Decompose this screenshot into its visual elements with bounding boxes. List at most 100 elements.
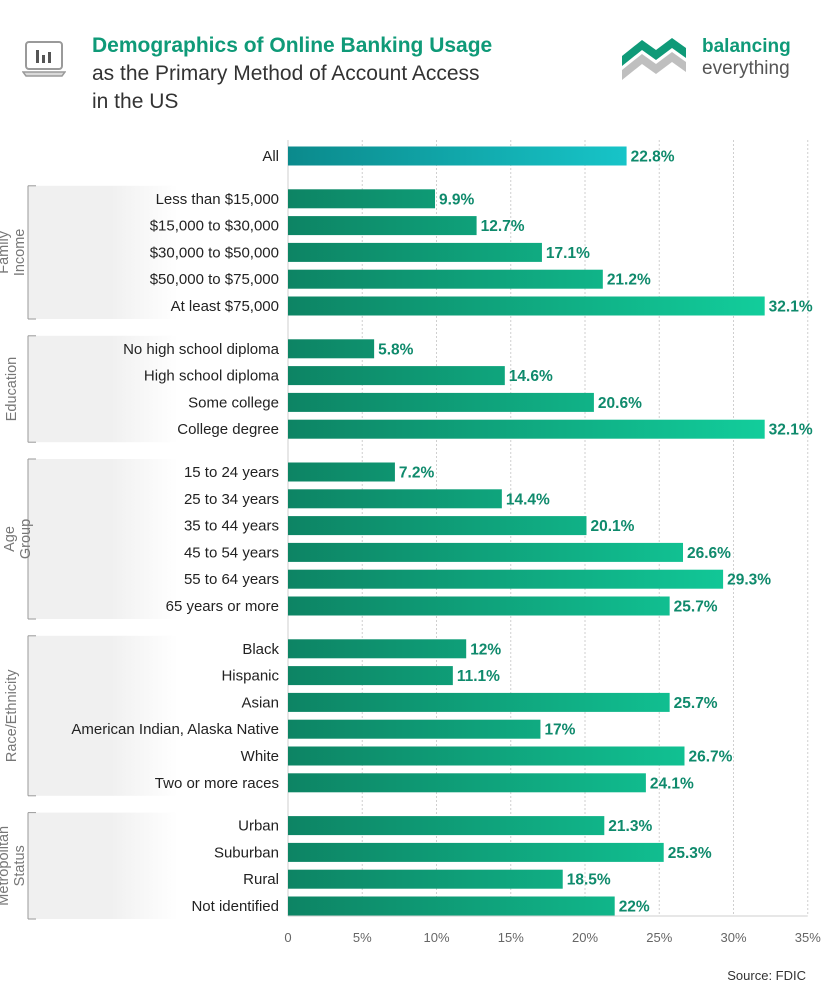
category-label-1-2: $30,000 to $50,000: [150, 244, 279, 261]
group-label-1: FamilyIncome: [0, 229, 28, 277]
bar-4-1: [288, 666, 453, 686]
category-label-2-1: High school diploma: [144, 368, 280, 385]
value-label-5-2: 18.5%: [567, 872, 611, 889]
bar-5-1: [288, 842, 664, 862]
chart-subtitle-line-2: in the US: [92, 90, 179, 113]
value-label-2-0: 5.8%: [378, 341, 414, 358]
category-label-3-0: 15 to 24 years: [184, 464, 279, 481]
value-label-4-3: 17%: [544, 722, 575, 739]
group-label-4: Race/Ethnicity: [4, 669, 20, 762]
chart-icon: [22, 41, 66, 77]
value-label-0-0: 22.8%: [631, 149, 675, 166]
group-band-5: [28, 812, 178, 919]
value-label-4-2: 25.7%: [674, 695, 718, 712]
logo-text: balancing everything: [702, 36, 791, 80]
value-label-2-3: 32.1%: [769, 422, 813, 439]
chart-title: Demographics of Online Banking Usage: [92, 34, 493, 57]
bar-4-2: [288, 692, 670, 712]
value-label-1-4: 32.1%: [769, 299, 813, 316]
group-band-1: [28, 185, 178, 319]
category-label-1-4: At least $75,000: [171, 298, 279, 315]
bar-1-1: [288, 216, 477, 236]
group-label-5: MetropolitanStatus: [0, 826, 28, 906]
category-label-3-1: 25 to 34 years: [184, 491, 279, 508]
value-label-3-4: 29.3%: [727, 572, 771, 589]
bar-4-3: [288, 719, 541, 739]
bar-3-4: [288, 569, 724, 589]
value-label-5-1: 25.3%: [668, 845, 712, 862]
bar-1-4: [288, 296, 765, 316]
category-label-4-5: Two or more races: [155, 775, 279, 792]
bar-1-3: [288, 269, 603, 289]
category-label-1-0: Less than $15,000: [156, 191, 279, 208]
x-tick-label-4: 20%: [572, 930, 598, 945]
group-band-2: [28, 335, 178, 443]
category-label-1-1: $15,000 to $30,000: [150, 218, 279, 235]
value-label-4-5: 24.1%: [650, 775, 694, 792]
chart-subtitle-line-1: as the Primary Method of Account Access: [92, 62, 480, 85]
bar-1-0: [288, 189, 436, 209]
category-label-4-0: Black: [242, 641, 279, 658]
bar-4-4: [288, 746, 685, 766]
value-label-1-3: 21.2%: [607, 272, 651, 289]
x-tick-label-2: 10%: [423, 930, 449, 945]
value-label-5-0: 21.3%: [608, 818, 652, 835]
value-label-1-1: 12.7%: [481, 218, 525, 235]
logo-mark-icon: [622, 38, 686, 80]
category-label-5-0: Urban: [238, 818, 279, 835]
category-label-5-2: Rural: [243, 871, 279, 888]
brand-logo: balancing everything: [618, 34, 818, 86]
group-label-2: Education: [4, 357, 20, 422]
group-label-3: AgeGroup: [2, 519, 34, 559]
value-label-2-2: 20.6%: [598, 395, 642, 412]
value-label-1-0: 9.9%: [439, 191, 475, 208]
x-tick-label-5: 25%: [646, 930, 672, 945]
category-label-2-2: Some college: [188, 394, 279, 411]
bar-5-3: [288, 896, 615, 916]
value-label-1-2: 17.1%: [546, 245, 590, 262]
value-label-5-3: 22%: [619, 899, 650, 916]
bar-2-3: [288, 419, 765, 439]
category-label-3-4: 55 to 64 years: [184, 571, 279, 588]
bar-3-3: [288, 542, 684, 562]
group-band-3: [28, 459, 178, 619]
x-tick-label-6: 30%: [720, 930, 746, 945]
category-label-3-3: 45 to 54 years: [184, 544, 279, 561]
bar-2-2: [288, 392, 594, 412]
category-label-4-4: White: [241, 748, 279, 765]
bar-3-5: [288, 596, 670, 616]
bar-0-0: [288, 146, 627, 166]
value-label-4-1: 11.1%: [457, 668, 500, 685]
bar-3-0: [288, 462, 395, 482]
x-tick-label-0: 0: [284, 930, 291, 945]
x-tick-label-1: 5%: [353, 930, 372, 945]
value-label-3-3: 26.6%: [687, 545, 731, 562]
bar-1-2: [288, 242, 542, 262]
value-label-2-1: 14.6%: [509, 368, 553, 385]
value-label-3-0: 7.2%: [399, 465, 435, 482]
logo-text-line-1: balancing: [702, 36, 791, 57]
title-block: Demographics of Online Banking Usage as …: [92, 32, 562, 116]
logo-text-line-2: everything: [702, 58, 790, 79]
category-label-1-3: $50,000 to $75,000: [150, 271, 279, 288]
category-label-5-1: Suburban: [214, 844, 279, 861]
value-label-3-5: 25.7%: [674, 599, 718, 616]
bar-3-1: [288, 489, 502, 509]
value-label-3-1: 14.4%: [506, 491, 550, 508]
value-label-4-4: 26.7%: [688, 749, 732, 766]
x-tick-label-3: 15%: [498, 930, 524, 945]
value-label-3-2: 20.1%: [590, 518, 634, 535]
value-label-4-0: 12%: [470, 641, 501, 658]
x-tick-label-7: 35%: [795, 930, 821, 945]
bar-5-2: [288, 869, 563, 889]
category-label-3-5: 65 years or more: [166, 598, 279, 615]
bar-2-1: [288, 366, 505, 386]
category-label-2-0: No high school diploma: [123, 341, 280, 358]
bar-3-2: [288, 516, 587, 536]
category-label-5-3: Not identified: [191, 898, 279, 915]
category-label-4-3: American Indian, Alaska Native: [71, 721, 279, 738]
category-label-2-3: College degree: [177, 421, 279, 438]
group-band-4: [28, 635, 178, 796]
bar-4-5: [288, 773, 646, 793]
